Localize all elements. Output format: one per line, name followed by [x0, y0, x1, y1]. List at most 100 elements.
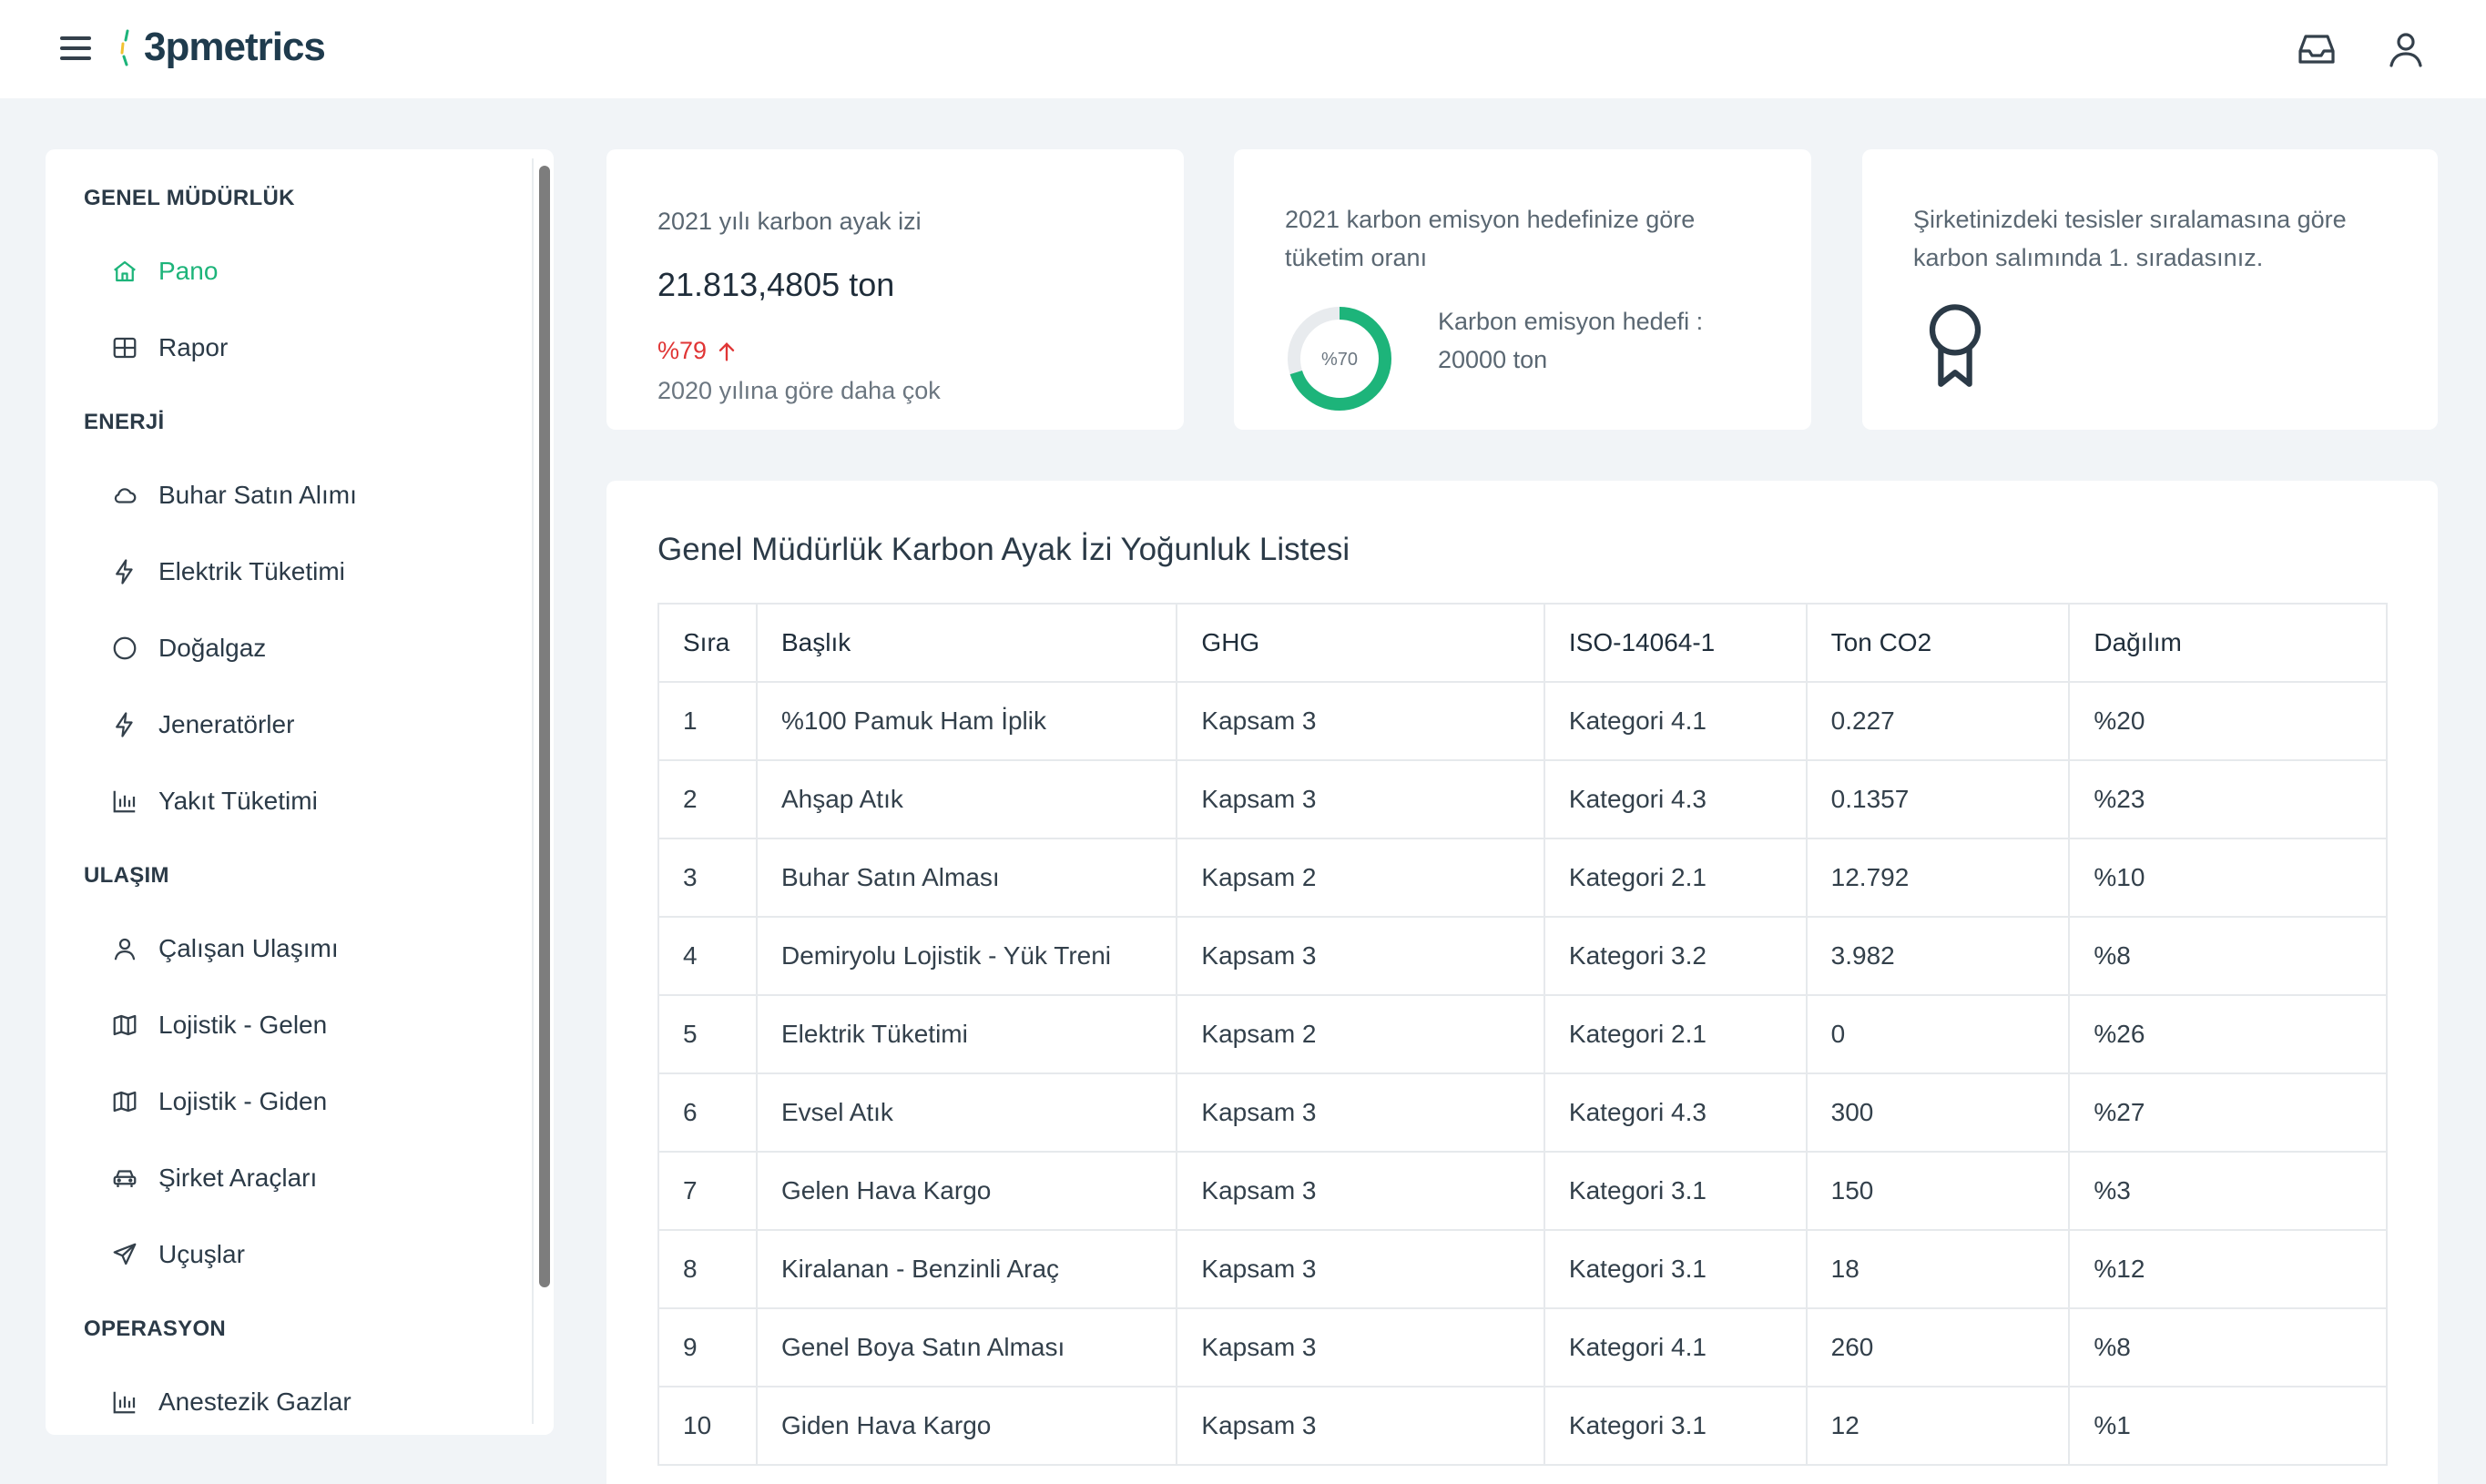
- footprint-label: 2021 yılı karbon ayak izi: [657, 208, 922, 235]
- column-header-iso[interactable]: ISO-14064-1: [1543, 603, 1808, 683]
- scrollbar-thumb[interactable]: [539, 166, 550, 1287]
- column-header-ton-co2[interactable]: Ton CO2: [1805, 603, 2071, 683]
- cell-sira: 9: [657, 1307, 758, 1387]
- cell-ghg: Kapsam 3: [1176, 1307, 1545, 1387]
- cell-ton-co2: 0.227: [1805, 681, 2071, 761]
- cell-dagilim: %23: [2068, 759, 2388, 839]
- table-row[interactable]: 6 Evsel Atık Kapsam 3 Kategori 4.3 300 %…: [657, 1072, 2388, 1153]
- cell-baslik: Ahşap Atık: [755, 759, 1178, 839]
- sidebar-item-ucuslar[interactable]: Uçuşlar: [109, 1231, 245, 1278]
- target-label-line2: tüketim oranı: [1285, 244, 1428, 271]
- bar-chart-icon: [109, 1387, 140, 1418]
- column-header-ghg[interactable]: GHG: [1176, 603, 1545, 683]
- sidebar-item-pano[interactable]: Pano: [109, 248, 218, 295]
- cell-ghg: Kapsam 3: [1176, 1229, 1545, 1309]
- cell-dagilim: %8: [2068, 916, 2388, 996]
- cloud-icon: [109, 480, 140, 511]
- table-title: Genel Müdürlük Karbon Ayak İzi Yoğunluk …: [657, 532, 1350, 567]
- footprint-comparison: 2020 yılına göre daha çok: [657, 377, 941, 404]
- sidebar-item-elektrik-tuketimi[interactable]: Elektrik Tüketimi: [109, 548, 345, 595]
- footprint-card: 2021 yılı karbon ayak izi 21.813,4805 to…: [606, 149, 1184, 430]
- logo[interactable]: 3pmetrics: [118, 20, 326, 75]
- bar-chart-icon: [109, 786, 140, 817]
- cell-sira: 3: [657, 838, 758, 918]
- sidebar-item-dogalgaz[interactable]: Doğalgaz: [109, 625, 266, 672]
- sidebar-item-label: Rapor: [158, 333, 229, 361]
- cell-sira: 1: [657, 681, 758, 761]
- ranking-text-line2: karbon salımında 1. sıradasınız.: [1913, 244, 2264, 271]
- cell-baslik: Evsel Atık: [755, 1072, 1178, 1153]
- column-header-dagilim[interactable]: Dağılım: [2068, 603, 2388, 683]
- table-header-row: Sıra Başlık GHG ISO-14064-1 Ton CO2 Dağı…: [657, 603, 2388, 683]
- target-donut-chart: %70: [1288, 307, 1391, 411]
- send-icon: [109, 1239, 140, 1270]
- table-row[interactable]: 4 Demiryolu Lojistik - Yük Treni Kapsam …: [657, 916, 2388, 996]
- hamburger-menu-icon[interactable]: [58, 33, 95, 64]
- table-row[interactable]: 9 Genel Boya Satın Alması Kapsam 3 Kateg…: [657, 1307, 2388, 1387]
- sidebar-item-label: Elektrik Tüketimi: [158, 557, 345, 585]
- home-icon: [109, 256, 140, 287]
- table-row[interactable]: 10 Giden Hava Kargo Kapsam 3 Kategori 3.…: [657, 1386, 2388, 1466]
- cell-iso: Kategori 3.2: [1543, 916, 1808, 996]
- cell-baslik: Elektrik Tüketimi: [755, 994, 1178, 1074]
- cell-ton-co2: 150: [1805, 1151, 2071, 1231]
- cell-sira: 10: [657, 1386, 758, 1466]
- sidebar-item-sirket-araclari[interactable]: Şirket Araçları: [109, 1154, 317, 1202]
- cell-ton-co2: 12.792: [1805, 838, 2071, 918]
- column-header-baslik[interactable]: Başlık: [755, 603, 1178, 683]
- sidebar-item-label: Anestezik Gazlar: [158, 1387, 352, 1416]
- sidebar-item-yakit-tuketimi[interactable]: Yakıt Tüketimi: [109, 778, 318, 825]
- sidebar-item-label: Lojistik - Gelen: [158, 1011, 328, 1039]
- inbox-icon[interactable]: [2295, 27, 2338, 71]
- cell-ton-co2: 12: [1805, 1386, 2071, 1466]
- user-icon[interactable]: [2384, 27, 2428, 71]
- cell-iso: Kategori 3.1: [1543, 1151, 1808, 1231]
- cell-baslik: Giden Hava Kargo: [755, 1386, 1178, 1466]
- table-row[interactable]: 8 Kiralanan - Benzinli Araç Kapsam 3 Kat…: [657, 1229, 2388, 1309]
- cell-ton-co2: 0: [1805, 994, 2071, 1074]
- cell-ghg: Kapsam 3: [1176, 916, 1545, 996]
- logo-mark-icon: [120, 29, 129, 66]
- sidebar-item-jeneratorler[interactable]: Jeneratörler: [109, 701, 294, 748]
- cell-iso: Kategori 3.1: [1543, 1386, 1808, 1466]
- arrow-up-icon: [718, 341, 735, 361]
- sidebar-nav: GENEL MÜDÜRLÜK Pano Rapor ENERJİ Buhar S…: [46, 149, 528, 1435]
- target-card: 2021 karbon emisyon hedefinize göre tüke…: [1234, 149, 1811, 430]
- sidebar-scrollbar[interactable]: [532, 158, 552, 1424]
- change-percent: %79: [657, 337, 708, 364]
- cell-ghg: Kapsam 2: [1176, 994, 1545, 1074]
- sidebar-item-calisan-ulasimi[interactable]: Çalışan Ulaşımı: [109, 925, 339, 972]
- cell-dagilim: %8: [2068, 1307, 2388, 1387]
- car-icon: [109, 1163, 140, 1194]
- sidebar-item-buhar-satin-alimi[interactable]: Buhar Satın Alımı: [109, 472, 357, 519]
- sidebar-item-lojistik-giden[interactable]: Lojistik - Giden: [109, 1078, 327, 1125]
- logo-text: 3pmetrics: [144, 25, 326, 69]
- table-row[interactable]: 1 %100 Pamuk Ham İplik Kapsam 3 Kategori…: [657, 681, 2388, 761]
- cell-ghg: Kapsam 3: [1176, 681, 1545, 761]
- table-row[interactable]: 2 Ahşap Atık Kapsam 3 Kategori 4.3 0.135…: [657, 759, 2388, 839]
- award-icon: [1929, 304, 1982, 387]
- cell-sira: 6: [657, 1072, 758, 1153]
- table-row[interactable]: 3 Buhar Satın Alması Kapsam 2 Kategori 2…: [657, 838, 2388, 918]
- section-title-genel-mudurluk: GENEL MÜDÜRLÜK: [84, 186, 295, 210]
- circle-icon: [109, 633, 140, 664]
- cell-ghg: Kapsam 3: [1176, 759, 1545, 839]
- cell-dagilim: %27: [2068, 1072, 2388, 1153]
- intensity-table: Sıra Başlık GHG ISO-14064-1 Ton CO2 Dağı…: [657, 603, 2388, 1466]
- cell-iso: Kategori 4.3: [1543, 759, 1808, 839]
- sidebar-item-anestezik-gazlar[interactable]: Anestezik Gazlar: [109, 1378, 352, 1426]
- cell-ton-co2: 18: [1805, 1229, 2071, 1309]
- sidebar-item-lojistik-gelen[interactable]: Lojistik - Gelen: [109, 1001, 327, 1049]
- section-title-ulasim: ULAŞIM: [84, 863, 169, 888]
- target-goal-label: Karbon emisyon hedefi :: [1438, 308, 1704, 335]
- cell-sira: 4: [657, 916, 758, 996]
- table-row[interactable]: 5 Elektrik Tüketimi Kapsam 2 Kategori 2.…: [657, 994, 2388, 1074]
- table-row[interactable]: 7 Gelen Hava Kargo Kapsam 3 Kategori 3.1…: [657, 1151, 2388, 1231]
- sidebar-item-label: Buhar Satın Alımı: [158, 481, 357, 509]
- sidebar-item-label: Jeneratörler: [158, 710, 295, 738]
- cell-baslik: Genel Boya Satın Alması: [755, 1307, 1178, 1387]
- column-header-sira[interactable]: Sıra: [657, 603, 758, 683]
- sidebar-item-rapor[interactable]: Rapor: [109, 324, 228, 371]
- cell-iso: Kategori 3.1: [1543, 1229, 1808, 1309]
- cell-baslik: Demiryolu Lojistik - Yük Treni: [755, 916, 1178, 996]
